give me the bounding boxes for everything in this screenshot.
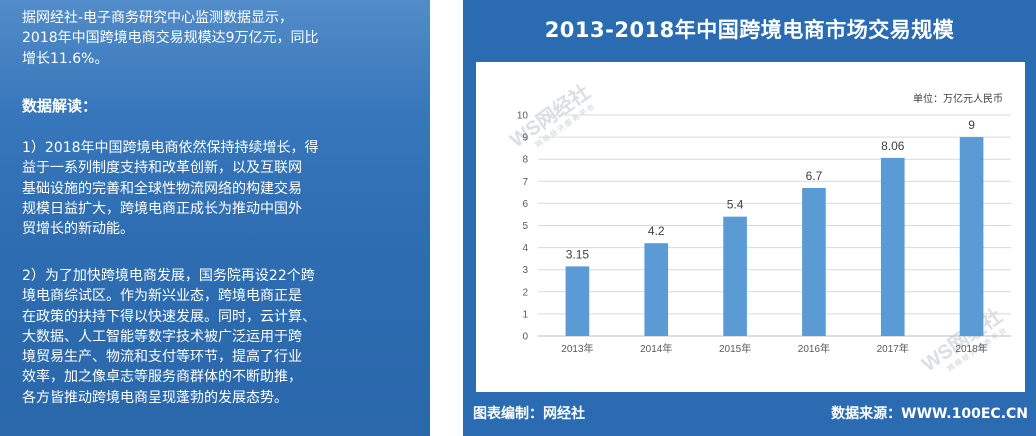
data-label: 4.2 (648, 224, 665, 238)
chart-title: 2013-2018年中国跨境电商市场交易规模 (544, 18, 955, 42)
y-tick-label: 2 (522, 287, 528, 298)
y-tick-label: 3 (522, 265, 528, 276)
x-tick-label: 2013年 (561, 342, 593, 355)
chart-panel: WS网经社 网 络 经 济 服 务 平 台 WS网经社 网 络 经 济 服 务 … (476, 62, 1025, 392)
x-tick-label: 2016年 (798, 342, 830, 355)
unit-label: 单位：万亿元人民币 (913, 92, 1003, 105)
y-tick-label: 0 (522, 332, 528, 343)
y-tick-label: 9 (522, 133, 528, 144)
x-tick-label: 2017年 (877, 342, 909, 355)
y-tick-label: 8 (522, 155, 528, 166)
bar-2016年 (802, 187, 826, 336)
bar-chart: WS网经社 网 络 经 济 服 务 平 台 WS网经社 网 络 经 济 服 务 … (505, 80, 1011, 376)
bar-2015年 (723, 216, 747, 336)
y-tick-label: 1 (522, 309, 528, 320)
y-tick-label: 10 (517, 111, 529, 122)
panel-gloss (0, 0, 430, 110)
y-tick-label: 4 (522, 243, 528, 254)
data-label: 6.7 (806, 169, 823, 183)
data-label: 5.4 (727, 198, 744, 212)
analysis-paragraph-2: 2）为了加快跨境电商发展，国务院再设22个跨 境电商综试区。作为新兴业态，跨境电… (22, 268, 316, 406)
bar-2018年 (959, 137, 984, 336)
bar-2013年 (565, 266, 590, 336)
analysis-paragraph-1: 1）2018年中国跨境电商依然保持持续增长，得 益于一系列制度支持和改革创新，以… (22, 140, 319, 238)
bar-2017年 (880, 157, 905, 336)
data-label: 3.15 (566, 247, 590, 261)
bar-2014年 (644, 243, 669, 336)
x-tick-label: 2015年 (719, 342, 751, 355)
data-label: 9 (968, 118, 975, 132)
chart-card: 2013-2018年中国跨境电商市场交易规模 WS网经社 网 络 经 济 服 务… (463, 0, 1036, 436)
intro-text: 据网经社-电子商务研究中心监测数据显示， 2018年中国跨境电商交易规模达9万亿… (22, 10, 319, 67)
y-tick-label: 6 (522, 199, 528, 210)
x-tick-label: 2014年 (640, 342, 672, 355)
data-source: 数据来源：WWW.100EC.CN (831, 406, 1028, 422)
chart-credit: 图表编制：网经社 (473, 406, 585, 422)
y-tick-label: 7 (522, 177, 528, 188)
x-tick-label: 2018年 (955, 342, 987, 355)
y-tick-label: 5 (522, 221, 528, 232)
text-panel: 据网经社-电子商务研究中心监测数据显示， 2018年中国跨境电商交易规模达9万亿… (0, 0, 430, 436)
data-label: 8.06 (881, 139, 905, 153)
analysis-heading: 数据解读： (22, 97, 98, 115)
